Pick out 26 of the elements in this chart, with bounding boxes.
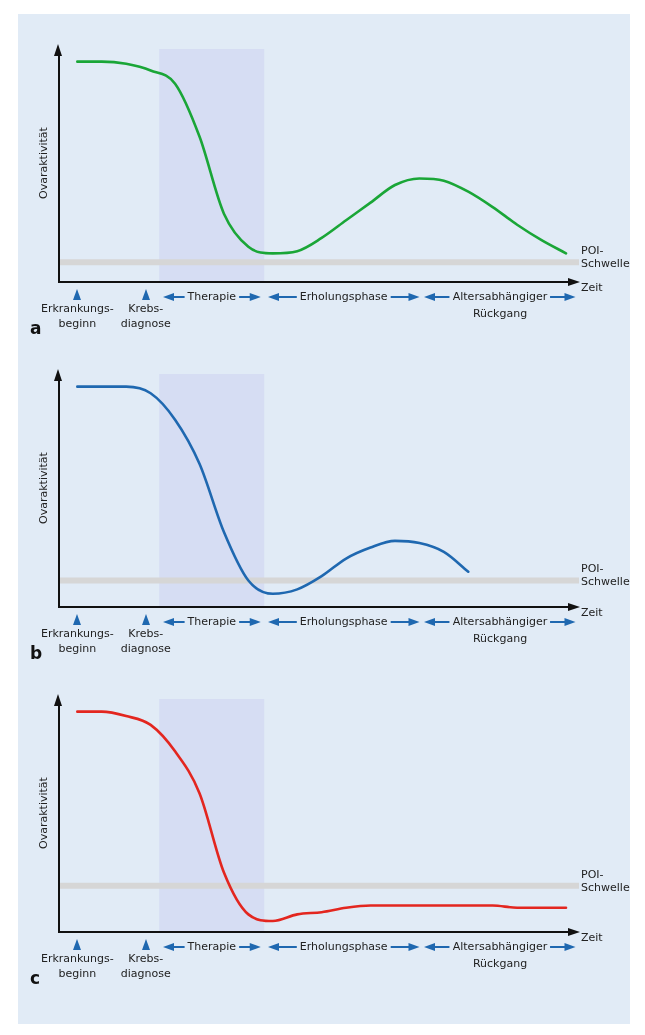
- text: Therapie: [186, 614, 237, 628]
- y-axis-title: Ovaraktivität: [36, 451, 50, 524]
- text: Altersabhängiger Rückgang: [452, 614, 548, 645]
- x-axis-title: Zeit: [581, 605, 604, 619]
- text: c: [30, 968, 41, 988]
- y-axis-title: Ovaraktivität: [36, 126, 50, 199]
- x-axis-title: Zeit: [581, 930, 604, 944]
- ref-line-label: POI- Schwelle: [581, 867, 630, 894]
- text: a: [30, 318, 42, 338]
- text: Erkrankungs- beginn: [40, 952, 114, 981]
- text: Erholungsphase: [299, 614, 388, 628]
- y-axis-title: Ovaraktivität: [36, 776, 50, 849]
- text: Krebs- diagnose: [120, 302, 171, 331]
- x-axis-title: Zeit: [581, 280, 604, 294]
- text: Erholungsphase: [299, 939, 388, 953]
- text: Altersabhängiger Rückgang: [452, 939, 548, 970]
- text: Erholungsphase: [299, 289, 388, 303]
- text: Altersabhängiger Rückgang: [452, 289, 548, 320]
- text: Therapie: [186, 289, 237, 303]
- text: b: [30, 643, 43, 663]
- ref-line-label: POI- Schwelle: [581, 562, 630, 589]
- text: Erkrankungs- beginn: [40, 302, 114, 331]
- text: Krebs- diagnose: [120, 952, 171, 981]
- text: Krebs- diagnose: [120, 627, 171, 656]
- text: Therapie: [186, 939, 237, 953]
- ref-line-label: POI- Schwelle: [581, 244, 630, 271]
